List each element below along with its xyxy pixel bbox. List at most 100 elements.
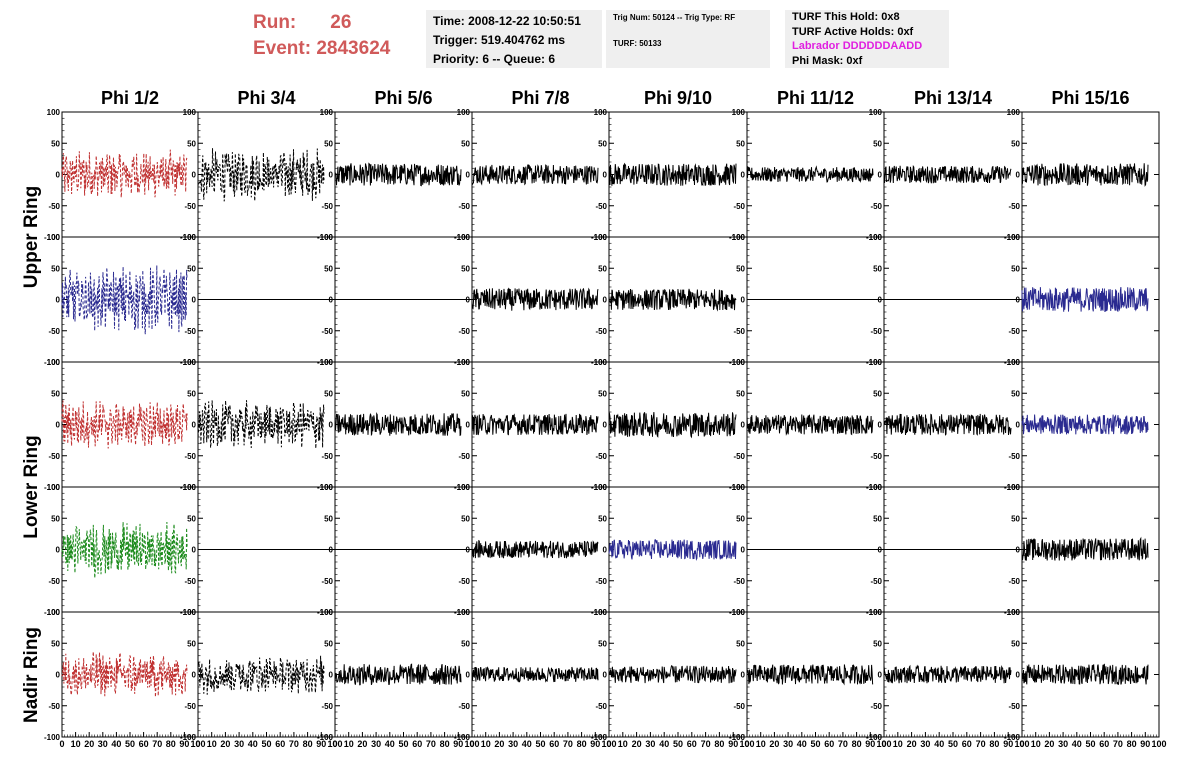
x-tick-label: 10 (71, 739, 81, 749)
waveform-trace (197, 400, 325, 449)
y-tick-label: 50 (873, 639, 882, 648)
priority-text: Priority: 6 -- Queue: 6 (433, 52, 556, 66)
column-header-3: Phi 5/6 (374, 88, 432, 108)
x-tick-label: 70 (1113, 739, 1123, 749)
x-tick-label: 70 (426, 739, 436, 749)
y-tick-label: -50 (733, 202, 745, 211)
waveform-trace (746, 165, 874, 183)
x-tick-label: 70 (838, 739, 848, 749)
waveform-trace (608, 539, 737, 561)
waveform-trace (334, 162, 462, 187)
y-tick-label: -50 (1008, 702, 1020, 711)
y-tick-label: 0 (1016, 546, 1021, 555)
waveform-trace (746, 664, 874, 686)
run-value: 26 (330, 12, 352, 33)
event-label: Event: (253, 38, 312, 59)
x-tick-label: 30 (783, 739, 793, 749)
waveform-trace (61, 521, 188, 579)
x-tick-label: 30 (98, 739, 108, 749)
waveform-trace (471, 666, 599, 683)
y-tick-label: 50 (461, 514, 470, 523)
waveform-trace (471, 539, 599, 559)
y-tick-label: 0 (56, 671, 61, 680)
y-tick-label: -50 (48, 327, 60, 336)
x-tick-label: 40 (797, 739, 807, 749)
y-tick-label: -50 (184, 702, 196, 711)
x-tick-label: 0 (195, 739, 200, 749)
x-tick-label: 60 (549, 739, 559, 749)
y-tick-label: 0 (603, 296, 608, 305)
y-tick-label: 100 (732, 233, 746, 242)
y-tick-label: -50 (1008, 327, 1020, 336)
y-tick-label: 100 (594, 608, 608, 617)
y-tick-label: 0 (56, 421, 61, 430)
x-tick-label: 90 (453, 739, 463, 749)
phi-mask-text: Phi Mask: 0xf (792, 54, 863, 67)
run-label: Run: (253, 12, 297, 33)
y-tick-label: 100 (183, 608, 197, 617)
x-tick-label: 50 (673, 739, 683, 749)
x-tick-label: 80 (577, 739, 587, 749)
y-tick-label: 50 (736, 139, 745, 148)
y-tick-label: 50 (873, 389, 882, 398)
x-tick-label: 90 (179, 739, 189, 749)
x-tick-label: 80 (303, 739, 313, 749)
y-tick-label: -50 (321, 327, 333, 336)
y-tick-label: 100 (869, 233, 883, 242)
y-tick-label: 0 (329, 171, 334, 180)
waveform-trace (471, 413, 599, 436)
x-tick-label: 100 (464, 739, 479, 749)
x-tick-label: 20 (769, 739, 779, 749)
column-header-7: Phi 13/14 (914, 88, 992, 108)
y-tick-label: -100 (591, 733, 608, 742)
ring-label-upper-ring: Upper Ring (21, 186, 42, 288)
y-tick-label: 50 (598, 639, 607, 648)
y-tick-label: 0 (329, 671, 334, 680)
y-tick-label: 0 (878, 296, 883, 305)
run-line: Run: 26 (253, 10, 390, 36)
y-tick-label: -50 (595, 202, 607, 211)
y-tick-label: 50 (873, 514, 882, 523)
y-tick-label: 100 (320, 108, 334, 117)
y-tick-label: 100 (869, 483, 883, 492)
y-tick-label: 50 (736, 639, 745, 648)
x-tick-label: 20 (357, 739, 367, 749)
x-tick-label: 80 (714, 739, 724, 749)
y-tick-label: -50 (595, 452, 607, 461)
y-tick-label: -50 (184, 202, 196, 211)
y-tick-label: -50 (733, 327, 745, 336)
y-tick-label: -50 (595, 327, 607, 336)
y-tick-label: 50 (461, 389, 470, 398)
waveform-trace (61, 265, 188, 335)
x-tick-label: 80 (852, 739, 862, 749)
y-tick-label: 0 (56, 546, 61, 555)
y-tick-label: 50 (598, 389, 607, 398)
y-tick-label: 0 (192, 296, 197, 305)
y-tick-label: 0 (466, 171, 471, 180)
y-tick-label: -50 (733, 452, 745, 461)
turf-info-box: TURF This Hold: 0x8 TURF Active Holds: 0… (785, 10, 949, 68)
y-tick-label: 0 (741, 171, 746, 180)
x-tick-label: 10 (618, 739, 628, 749)
y-tick-label: 0 (878, 671, 883, 680)
y-tick-label: 50 (461, 139, 470, 148)
y-tick-label: 0 (1016, 296, 1021, 305)
y-tick-label: 100 (457, 358, 471, 367)
y-tick-label: 50 (1011, 389, 1020, 398)
y-tick-label: -100 (44, 233, 61, 242)
x-tick-label: 20 (494, 739, 504, 749)
y-tick-label: 0 (56, 171, 61, 180)
x-tick-label: 0 (59, 739, 64, 749)
y-tick-label: 50 (324, 514, 333, 523)
waveform-trace (1021, 287, 1149, 313)
